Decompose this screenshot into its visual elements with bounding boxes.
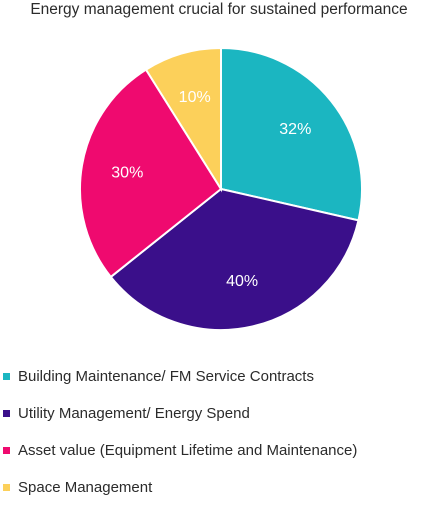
legend-item-space-management: Space Management [0, 469, 438, 506]
pie-slice-1 [109, 187, 360, 331]
pie-slice-3 [144, 46, 222, 193]
pie-slice-0 [220, 46, 363, 222]
slice-label-0: 32% [279, 121, 311, 138]
legend-label: Building Maintenance/ FM Service Contrac… [18, 368, 314, 385]
legend-item-building-maintenance: Building Maintenance/ FM Service Contrac… [0, 358, 438, 395]
legend-swatch [3, 447, 10, 454]
legend-item-utility-management: Utility Management/ Energy Spend [0, 395, 438, 432]
pie-chart: 32% 40% 30% 10% [79, 46, 363, 331]
legend: Building Maintenance/ FM Service Contrac… [0, 358, 438, 506]
legend-swatch [3, 373, 10, 380]
chart-title: Energy management crucial for sustained … [30, 1, 408, 18]
slice-label-3: 10% [179, 89, 211, 106]
pie-slice-2 [79, 68, 223, 279]
legend-label: Asset value (Equipment Lifetime and Main… [18, 442, 358, 459]
slice-label-1: 40% [226, 273, 258, 290]
legend-item-asset-value: Asset value (Equipment Lifetime and Main… [0, 432, 438, 469]
slice-label-2: 30% [111, 164, 143, 181]
legend-swatch [3, 410, 10, 417]
legend-swatch [3, 484, 10, 491]
legend-label: Utility Management/ Energy Spend [18, 405, 250, 422]
legend-label: Space Management [18, 479, 153, 496]
